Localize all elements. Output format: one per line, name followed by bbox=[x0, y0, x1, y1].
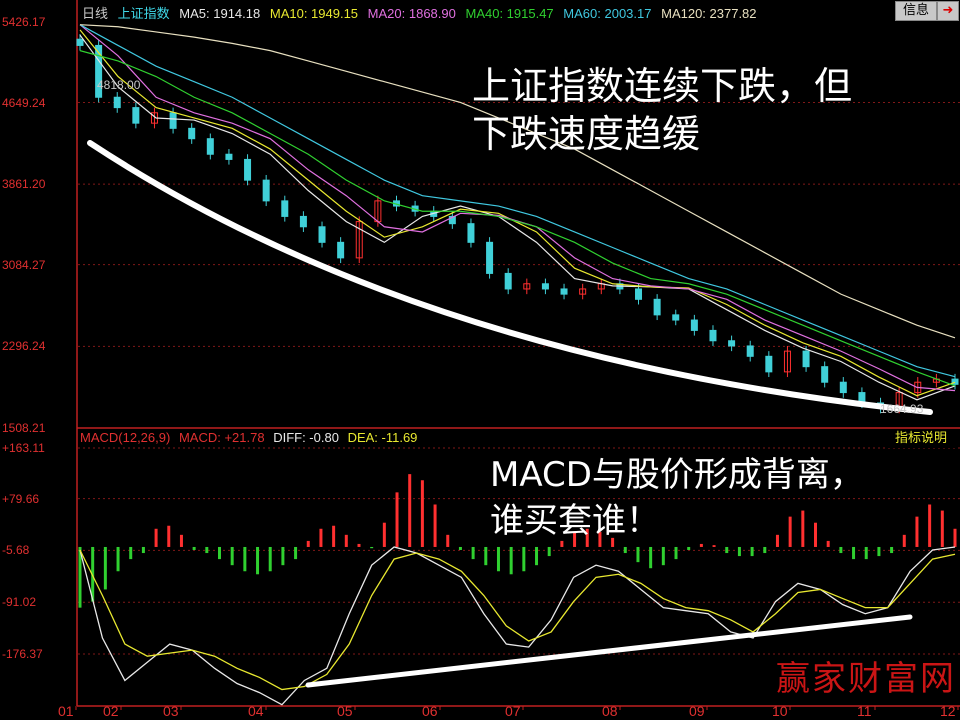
candle-body bbox=[746, 345, 754, 357]
macd-value: MACD: +21.78 bbox=[178, 430, 265, 445]
period-label: 日线 bbox=[82, 6, 109, 21]
price-tick-label: 3084.27 bbox=[2, 257, 46, 272]
candle-body bbox=[504, 272, 512, 290]
candle-body bbox=[113, 96, 121, 109]
candle-body bbox=[802, 350, 810, 368]
x-tick-label: 06 bbox=[422, 703, 438, 719]
candle-body bbox=[541, 283, 549, 290]
ma40-line bbox=[79, 50, 956, 387]
ma40-label: MA40: 1915.47 bbox=[465, 6, 554, 21]
candle-body bbox=[523, 283, 531, 290]
ma60-label: MA60: 2003.17 bbox=[563, 6, 652, 21]
candle-body bbox=[188, 127, 196, 140]
watermark: 赢家财富网 bbox=[776, 659, 956, 699]
candle-body bbox=[262, 179, 270, 202]
candle-body bbox=[560, 288, 568, 295]
price-trend-curve bbox=[87, 140, 933, 415]
macd-header: MACD(12,26,9) MACD: +21.78 DIFF: -0.80 D… bbox=[80, 430, 422, 445]
candle-body bbox=[672, 314, 680, 321]
diff-line bbox=[79, 546, 956, 706]
chart-header: 日线 上证指数 MA5: 1914.18 MA10: 1949.15 MA20:… bbox=[82, 3, 763, 22]
candle-body bbox=[765, 355, 773, 373]
dea-line bbox=[79, 549, 956, 691]
candle-body bbox=[318, 226, 326, 243]
macd-tick-label: +79.66 bbox=[2, 491, 40, 506]
price-tick-label: 5426.17 bbox=[2, 15, 46, 29]
ma120-label: MA120: 2377.82 bbox=[661, 6, 757, 21]
info-button[interactable]: 信息 bbox=[895, 1, 937, 21]
ma5-label: MA5: 1914.18 bbox=[179, 6, 261, 21]
candle-body bbox=[281, 200, 289, 217]
diff-value: DIFF: -0.80 bbox=[273, 430, 339, 445]
ma5-line bbox=[79, 34, 956, 401]
candle-body bbox=[839, 381, 847, 394]
price-annotation: 上证指数连续下跌，但 下跌速度趋缓 bbox=[472, 64, 853, 156]
dea-value: DEA: -11.69 bbox=[347, 430, 418, 445]
indicator-help-button[interactable]: 指标说明 bbox=[886, 430, 956, 448]
candle-body bbox=[225, 153, 233, 160]
candle-body bbox=[337, 241, 345, 259]
candle-body bbox=[821, 366, 829, 383]
price-tick-label: 1508.21 bbox=[2, 421, 46, 435]
ma10-label: MA10: 1949.15 bbox=[269, 6, 359, 21]
x-tick-label: 08 bbox=[602, 703, 618, 719]
high-price-tag: 4818.00 bbox=[97, 78, 141, 92]
exit-icon[interactable]: ➜ bbox=[937, 1, 959, 21]
candle-body bbox=[169, 112, 177, 129]
macd-trend-line bbox=[305, 614, 913, 688]
x-tick-label: 12 bbox=[940, 703, 956, 719]
candle-body bbox=[951, 378, 959, 385]
candle-body bbox=[783, 350, 791, 373]
candle-body bbox=[355, 221, 363, 259]
x-tick-label: 02 bbox=[103, 703, 119, 719]
candle-body bbox=[95, 44, 103, 98]
ma20-label: MA20: 1868.90 bbox=[367, 6, 456, 21]
candle-body bbox=[467, 223, 475, 243]
x-tick-label: 05 bbox=[337, 703, 353, 719]
x-tick-label: 01 bbox=[58, 703, 74, 719]
candle-body bbox=[709, 329, 717, 342]
candle-body bbox=[76, 38, 84, 46]
x-tick-label: 11 bbox=[857, 703, 872, 719]
ma10-line bbox=[79, 29, 956, 397]
price-tick-label: 2296.24 bbox=[2, 339, 46, 354]
x-tick-label: 09 bbox=[689, 703, 705, 719]
candle-body bbox=[728, 340, 736, 347]
macd-tick-label: -91.02 bbox=[2, 595, 37, 610]
x-tick-label: 07 bbox=[505, 703, 521, 719]
candle-body bbox=[244, 158, 252, 181]
low-price-tag: 1664.93 bbox=[880, 402, 924, 416]
ma120-line bbox=[79, 24, 956, 339]
macd-title: MACD(12,26,9) bbox=[80, 430, 171, 445]
candle-body bbox=[486, 241, 494, 274]
candle-body bbox=[206, 138, 214, 155]
macd-annotation: MACD与股价形成背离， 谁买套谁！ bbox=[490, 455, 864, 541]
macd-tick-label: -5.68 bbox=[2, 543, 30, 558]
x-tick-label: 10 bbox=[772, 703, 788, 719]
candle-body bbox=[635, 288, 643, 300]
x-tick-label: 04 bbox=[248, 703, 264, 719]
candle-body bbox=[299, 215, 307, 228]
candle-body bbox=[690, 319, 698, 331]
macd-tick-label: +163.11 bbox=[2, 441, 45, 455]
x-tick-label: 03 bbox=[163, 703, 179, 719]
candle-body bbox=[448, 215, 456, 225]
price-tick-label: 4649.24 bbox=[2, 95, 46, 110]
candle-body bbox=[132, 107, 140, 124]
macd-tick-label: -176.37 bbox=[2, 646, 43, 661]
candle-body bbox=[579, 288, 587, 295]
index-name: 上证指数 bbox=[117, 6, 170, 21]
candle-body bbox=[653, 298, 661, 316]
price-tick-label: 3861.20 bbox=[2, 177, 46, 192]
ma60-line bbox=[79, 24, 956, 378]
